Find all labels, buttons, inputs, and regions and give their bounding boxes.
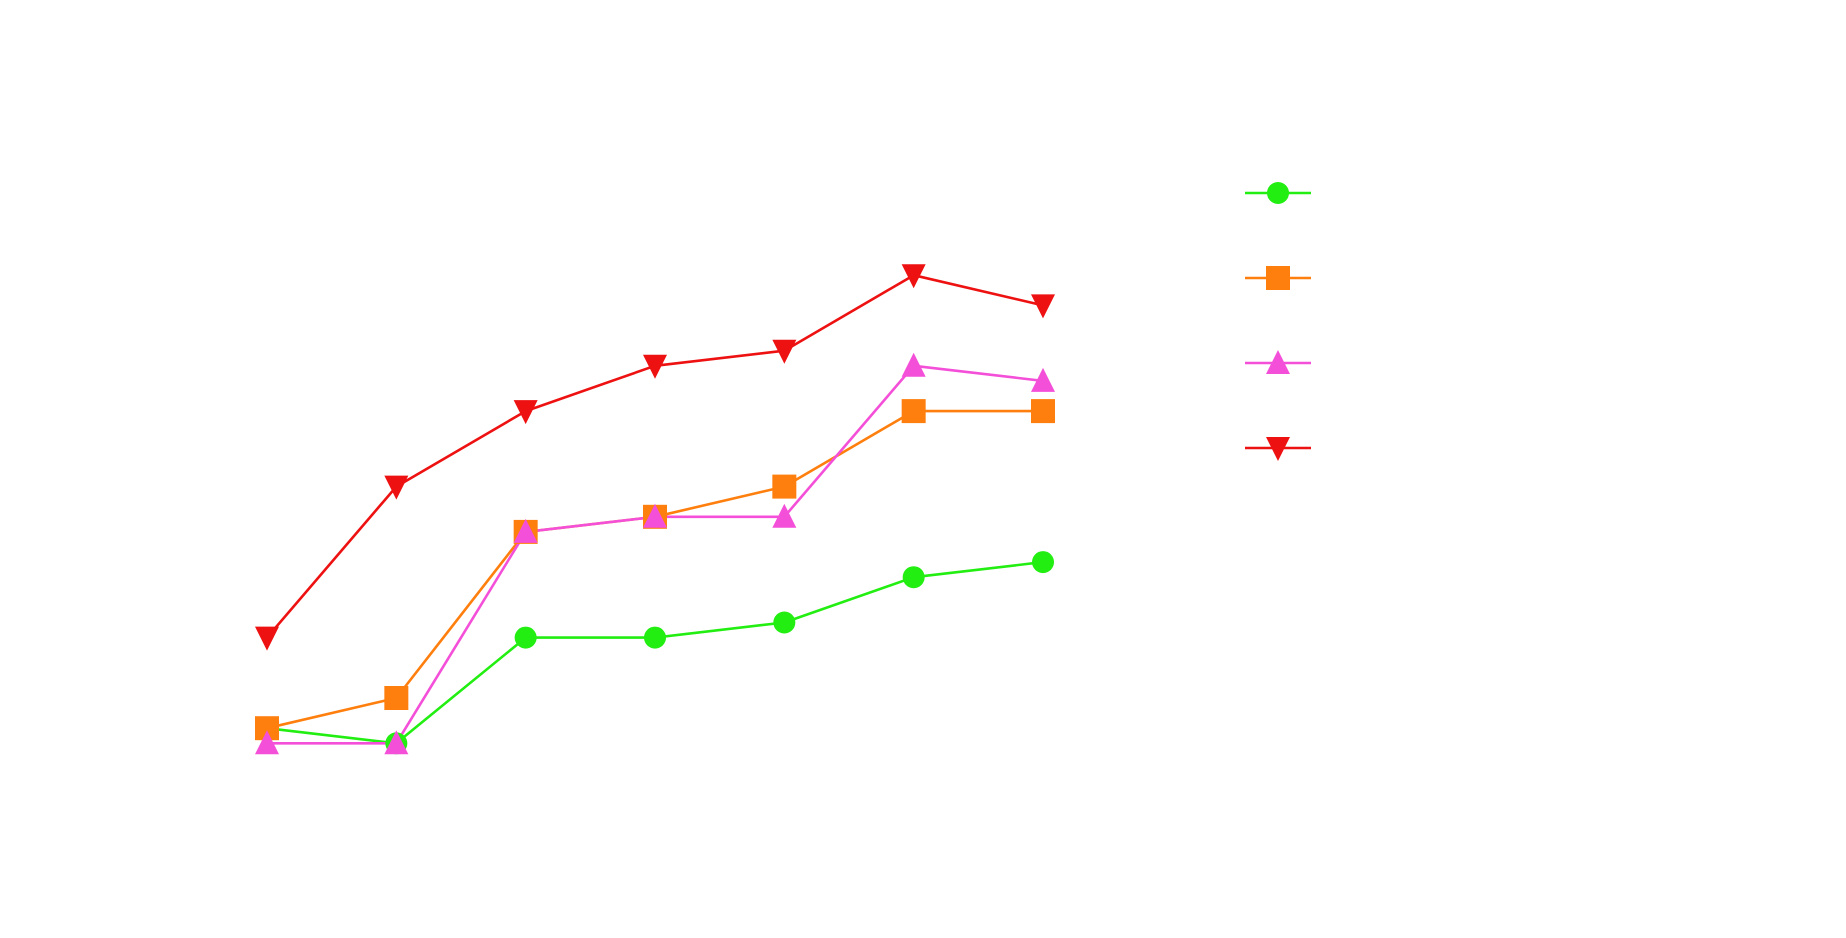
- series-2-point-2: [384, 686, 409, 710]
- series-3-point-3: [513, 518, 538, 543]
- series-4-point-2: [384, 475, 409, 500]
- legend-entry-4-marker: [1266, 437, 1290, 461]
- series-4-point-1: [255, 626, 279, 651]
- legend-entry-2-marker: [1266, 266, 1290, 290]
- series-3-point-6: [901, 352, 926, 377]
- series-1-point-5: [773, 611, 796, 634]
- series-1-point-4: [644, 626, 666, 649]
- series-1-point-6: [902, 566, 925, 589]
- series-4-point-5: [772, 339, 797, 364]
- series-3-point-7: [1031, 367, 1055, 392]
- legend: [1245, 182, 1311, 461]
- legend-entry-3-marker: [1266, 350, 1290, 374]
- legend-entry-1-marker: [1267, 182, 1289, 204]
- series-3-line: [265, 364, 1045, 745]
- series-2-line: [265, 409, 1045, 730]
- series-4-line: [265, 273, 1045, 639]
- series-1-point-7: [1032, 551, 1054, 574]
- series-3-point-4: [643, 503, 667, 528]
- series-1-line: [265, 560, 1045, 745]
- series-2-point-7: [1031, 399, 1055, 424]
- series-4-point-4: [643, 354, 667, 379]
- plot-area: [255, 264, 1055, 755]
- series-2-point-6: [901, 399, 926, 424]
- series-3-point-2: [384, 730, 409, 755]
- series-4-point-6: [901, 264, 926, 289]
- series-3-point-5: [772, 503, 797, 528]
- series-2-point-5: [772, 474, 797, 499]
- series-1-point-3: [514, 626, 537, 649]
- series-4-point-3: [513, 400, 538, 425]
- series-3-point-1: [255, 730, 279, 755]
- series-4-point-7: [1031, 294, 1055, 319]
